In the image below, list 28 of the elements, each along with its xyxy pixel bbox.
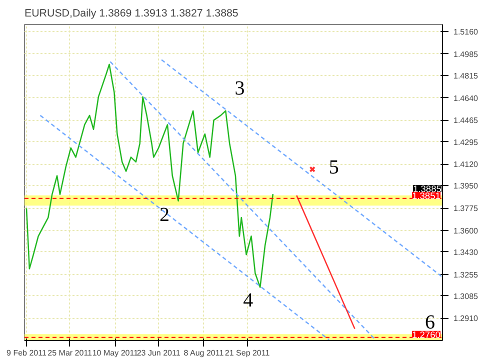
x-tick-label: 10 May 2011 [92, 348, 139, 358]
y-tick-label: 1.4640 [454, 94, 479, 103]
annotation: 3 [234, 78, 245, 100]
y-tick-label: 1.3775 [454, 204, 479, 214]
line-series [26, 64, 274, 288]
annotation: 2 [160, 204, 170, 226]
ref-line-label: 1.3851 [412, 190, 440, 201]
x-tick-label: 8 Aug 2011 [184, 348, 224, 358]
annotation: 4 [243, 289, 254, 312]
y-tick-label: 1.2910 [454, 314, 479, 324]
x-tick-label: 23 Jun 2011 [136, 348, 181, 358]
y-tick-label: 1.3950 [454, 182, 479, 191]
y-tick-label: 1.4295 [454, 138, 479, 147]
y-tick-label: 1.3600 [454, 226, 479, 236]
x-tick-label: 9 Feb 2011 [6, 348, 47, 358]
ref-line-label: 1.2760 [412, 330, 440, 340]
y-tick-label: 1.3085 [454, 292, 479, 301]
y-tick-label: 1.3430 [454, 248, 479, 257]
y-tick-label: 1.5160 [454, 28, 479, 37]
x-tick-label: 25 Mar 2011 [48, 348, 93, 358]
y-tick-label: 1.3255 [454, 270, 479, 280]
chart-title: EURUSD,Daily 1.3869 1.3913 1.3827 1.3885 [24, 8, 238, 20]
y-tick-label: 1.4120 [454, 160, 479, 170]
y-tick-label: 1.4465 [454, 116, 479, 126]
y-tick-label: 1.4815 [454, 72, 479, 81]
annotation: 5 [328, 156, 339, 179]
x-tick-label: 21 Sep 2011 [224, 348, 270, 358]
y-tick-label: 1.4985 [454, 50, 479, 59]
